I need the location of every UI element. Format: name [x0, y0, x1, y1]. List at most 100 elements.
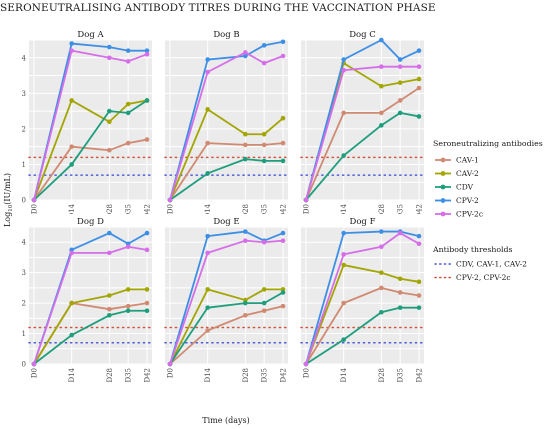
panel-dog-a-series-cav1-point: [69, 144, 74, 149]
panel-dog-a-series-cdv-point: [107, 108, 112, 114]
panel-dog-e-series-cdv-point: [205, 305, 210, 310]
panel-dog-c-series-cdv-point: [379, 123, 384, 128]
x-tick-label: D0: [31, 204, 39, 214]
legend-label: CPV-2c: [456, 210, 483, 219]
x-tick-label: D42: [280, 368, 288, 383]
x-tick-label: D0: [167, 368, 175, 378]
panel-dog-a-series-cav2-point: [125, 101, 131, 107]
panel-dog-f-series-cav1-point: [341, 300, 346, 306]
x-tick-label: D35: [397, 204, 405, 219]
panel-dog-b-series-cav2-point: [261, 131, 267, 137]
x-tick-label: D28: [106, 204, 114, 219]
panel-dog-c-series-cpv2-point: [341, 57, 346, 62]
panel-dog-b-series-cdv-point: [243, 156, 248, 162]
panel-dog-e-series-cpv2-point: [205, 233, 210, 239]
panel-dog-e-strip: [165, 214, 288, 227]
panel-dog-a-series-cpv2c-point: [144, 51, 150, 57]
legend-label: CDV: [456, 183, 474, 192]
panel-dog-b-series-cav1-point: [280, 140, 286, 146]
panel-dog-c-title: Dog C: [349, 30, 376, 40]
panel-dog-c-series-cpv2c-point: [379, 64, 384, 69]
panel-dog-b-series-cdv-point: [280, 158, 286, 164]
panel-dog-a-series-cpv2-point: [144, 48, 150, 53]
panel-dog-c-series-cav1-point: [416, 85, 422, 91]
panel-dog-c-series-cav2-point: [416, 76, 422, 82]
legend-key-point: [440, 198, 446, 203]
panel-dog-e-series-cpv2c-point: [167, 361, 173, 367]
y-tick-label: 1: [22, 330, 26, 338]
panel-dog-d-series-cav2-point: [69, 300, 74, 306]
panel-dog-e-series-cdv-point: [280, 290, 286, 295]
panel-dog-d-background: [29, 227, 152, 364]
legend-key-point: [440, 157, 446, 163]
x-tick-label: D0: [303, 204, 311, 214]
legend-label: CAV-1: [456, 156, 479, 165]
x-tick-label: D28: [242, 368, 250, 383]
panel-dog-d-series-cdv-point: [144, 308, 150, 314]
threshold-legend-title: Antibody thresholds: [432, 245, 513, 254]
panel-dog-b-title: Dog B: [213, 30, 239, 40]
x-tick-label: D28: [242, 204, 250, 219]
panel-dog-b-series-cav2-point: [280, 115, 286, 121]
panel-dog-b-series-cav1-point: [243, 142, 248, 148]
panel-dog-a-series-cdv-point: [125, 110, 131, 116]
panel-dog-e-series-cdv-point: [243, 300, 248, 306]
panel-dog-f-series-cpv2c-point: [341, 252, 346, 257]
panel-dog-a-series-cdv-point: [144, 98, 150, 103]
panel-dog-b-series-cpv2c-point: [167, 197, 173, 203]
panel-dog-a-title: Dog A: [77, 30, 104, 40]
x-tick-label: D35: [125, 204, 133, 219]
panel-dog-a-series-cpv2-point: [107, 44, 112, 50]
panel-dog-d-series-cpv2c-point: [31, 361, 37, 367]
panel-dog-b-series-cdv-point: [205, 171, 210, 176]
panel-dog-b-background: [165, 40, 288, 200]
panel-dog-c-series-cpv2c-point: [341, 67, 346, 73]
panel-dog-c-series-cdv-point: [341, 153, 346, 158]
x-tick-label: D14: [340, 367, 348, 382]
panel-dog-d-series-cdv-point: [125, 308, 131, 314]
x-tick-label: D28: [378, 368, 386, 383]
panel-dog-f-series-cpv2c-point: [397, 230, 403, 236]
panel-dog-f-series-cav1-point: [416, 293, 422, 298]
panel-dog-d-series-cpv2c-point: [125, 244, 131, 250]
y-tick-label: 3: [22, 90, 26, 98]
panel-dog-d-series-cpv2c-point: [69, 250, 74, 256]
panel-dog-b-strip: [165, 27, 288, 40]
y-tick-label: 2: [22, 300, 26, 308]
x-tick-label: D0: [167, 204, 175, 214]
x-tick-label: D35: [397, 368, 405, 383]
x-tick-label: D0: [31, 368, 39, 378]
panel-dog-f-series-cav2-point: [341, 262, 346, 268]
panel-dog-d-series-cpv2-point: [144, 230, 150, 236]
panel-dog-c-series-cav2-point: [379, 83, 384, 89]
panel-dog-e-series-cdv-point: [261, 300, 267, 306]
panel-dog-b-series-cav1-point: [205, 140, 210, 146]
x-tick-label: D28: [378, 204, 386, 219]
x-tick-label: D35: [125, 368, 133, 383]
panel-dog-f-series-cpv2c-point: [416, 241, 422, 247]
panel-dog-a-series-cpv2-point: [125, 48, 131, 53]
panel-dog-b-series-cav2-point: [243, 131, 248, 137]
y-axis-title: Log10(IU/mL): [3, 173, 14, 227]
panel-dog-d-series-cpv2c-point: [107, 250, 112, 256]
panel-dog-d-series-cav2-point: [125, 287, 131, 292]
x-tick-label: D35: [261, 368, 269, 383]
panel-dog-f-series-cpv2-point: [379, 229, 384, 234]
legend-threshold-label: CPV-2, CPV-2c: [456, 273, 511, 282]
panel-dog-e-series-cav1-point: [261, 308, 267, 314]
panel-dog-e-series-cpv2c-point: [205, 250, 210, 256]
legend-threshold-label: CDV, CAV-1, CAV-2: [456, 260, 527, 269]
panel-dog-f-series-cpv2-point: [341, 230, 346, 236]
x-axis-title: Time (days): [202, 416, 250, 425]
panel-dog-a-series-cpv2c-point: [125, 59, 131, 64]
panel-dog-f-series-cdv-point: [341, 337, 346, 342]
panel-dog-f-series-cpv2c-point: [303, 361, 309, 367]
panel-dog-f-strip: [301, 214, 424, 227]
panel-dog-e-series-cpv2c-point: [280, 238, 286, 243]
panel-dog-b-series-cpv2-point: [261, 43, 267, 48]
panel-dog-a-series-cpv2c-point: [69, 48, 74, 53]
x-tick-label: D14: [68, 367, 76, 382]
legend-key-point: [440, 171, 446, 176]
panel-dog-a-series-cav1-point: [125, 140, 131, 146]
